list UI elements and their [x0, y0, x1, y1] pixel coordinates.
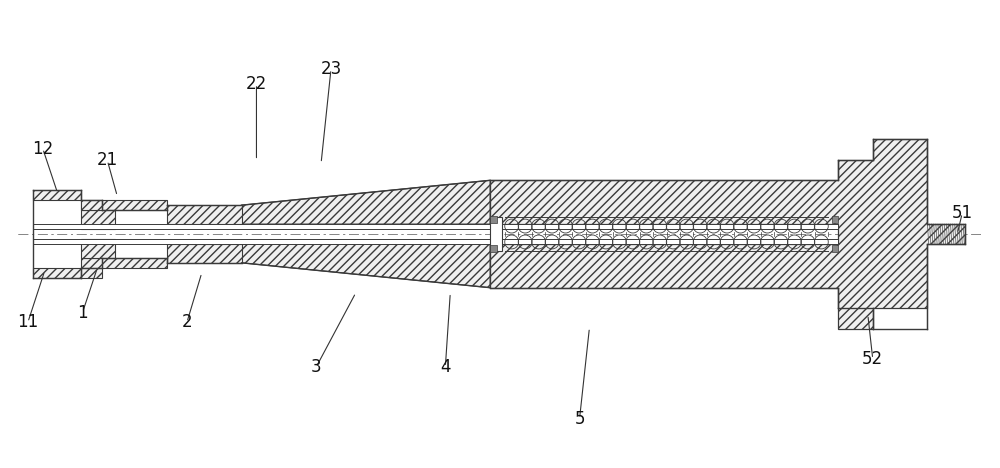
- Polygon shape: [33, 224, 838, 229]
- Text: 5: 5: [574, 410, 585, 428]
- Polygon shape: [81, 239, 115, 258]
- Text: 4: 4: [440, 358, 451, 376]
- Text: 21: 21: [97, 152, 118, 169]
- Polygon shape: [242, 244, 490, 288]
- Polygon shape: [33, 239, 838, 244]
- Text: 12: 12: [32, 139, 53, 158]
- Polygon shape: [490, 217, 502, 251]
- Text: 22: 22: [246, 75, 267, 93]
- Bar: [832, 245, 838, 252]
- Bar: [490, 216, 497, 223]
- Polygon shape: [81, 244, 242, 268]
- Bar: [832, 216, 838, 223]
- Polygon shape: [242, 180, 490, 224]
- Text: 23: 23: [320, 60, 342, 78]
- Text: 51: 51: [952, 204, 973, 222]
- Text: 2: 2: [182, 314, 192, 331]
- Polygon shape: [81, 268, 102, 278]
- Polygon shape: [81, 200, 102, 210]
- Bar: [490, 245, 497, 252]
- Text: 52: 52: [862, 350, 883, 368]
- Polygon shape: [81, 210, 115, 229]
- Polygon shape: [33, 268, 81, 278]
- Polygon shape: [81, 200, 242, 224]
- Text: 1: 1: [77, 304, 88, 322]
- Polygon shape: [490, 139, 965, 329]
- Text: 11: 11: [17, 314, 38, 331]
- Polygon shape: [33, 190, 81, 200]
- Text: 3: 3: [311, 358, 321, 376]
